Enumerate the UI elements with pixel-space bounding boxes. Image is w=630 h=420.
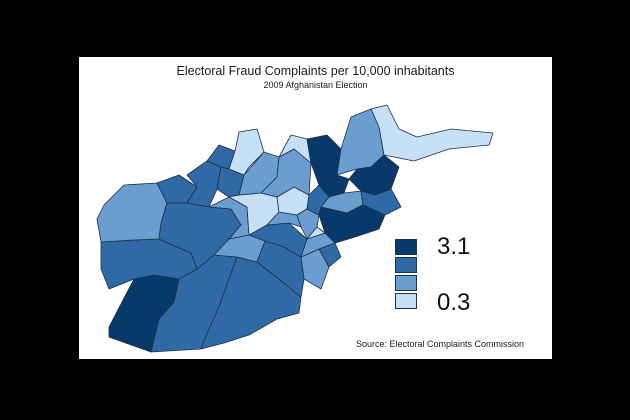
afghanistan-province-map	[96, 104, 494, 353]
province-balkh	[228, 128, 265, 176]
chart-subtitle: 2009 Afghanistan Election	[263, 80, 368, 90]
source-note: Source: Electoral Complaints Commission	[355, 339, 524, 349]
legend-swatch-class-2	[395, 257, 417, 273]
map-panel: Electoral Fraud Complaints per 10,000 in…	[79, 57, 552, 359]
province-nangarhar	[318, 204, 386, 244]
legend-swatch-class-4	[395, 293, 417, 309]
map-legend: 3.1 0.3	[395, 235, 505, 315]
legend-min-label: 0.3	[437, 289, 471, 316]
chart-title: Electoral Fraud Complaints per 10,000 in…	[176, 64, 455, 78]
province-herat	[96, 182, 168, 243]
legend-swatch-class-3	[395, 275, 417, 291]
legend-swatch-class-1	[395, 239, 417, 255]
province-logar	[306, 226, 326, 240]
legend-max-label: 3.1	[437, 233, 471, 260]
province-wakhan	[370, 104, 494, 162]
